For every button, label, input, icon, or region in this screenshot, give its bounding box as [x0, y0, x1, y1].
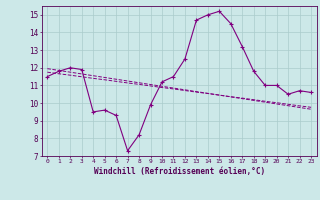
X-axis label: Windchill (Refroidissement éolien,°C): Windchill (Refroidissement éolien,°C): [94, 167, 265, 176]
